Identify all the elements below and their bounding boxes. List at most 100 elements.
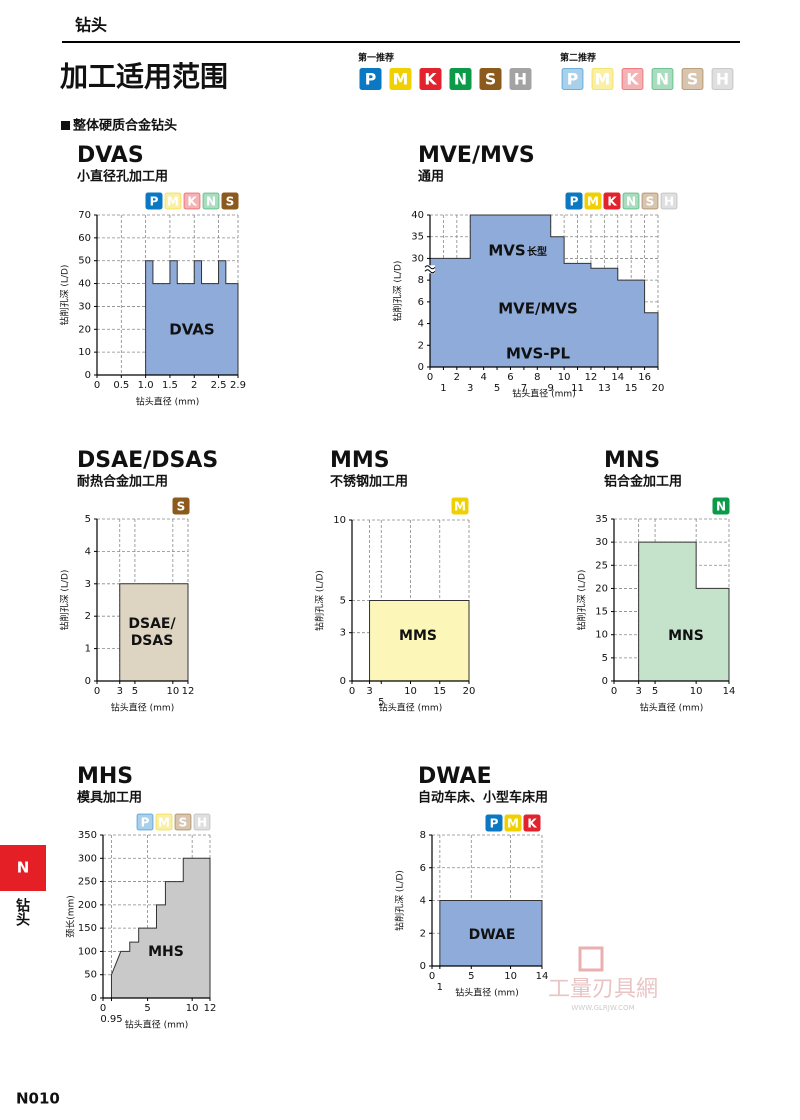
area-label: 长型 bbox=[527, 245, 547, 258]
y-tick-label: 30 bbox=[411, 253, 424, 264]
grade-letter: S bbox=[179, 816, 188, 830]
x-axis-label: 钻头直径 (mm) bbox=[379, 702, 442, 714]
y-tick-label: 10 bbox=[333, 515, 346, 526]
x-tick-label: 10 bbox=[504, 971, 517, 982]
x-tick-label: 15 bbox=[625, 383, 638, 394]
x-tick-label: 0 bbox=[429, 971, 435, 982]
y-tick-label: 0 bbox=[420, 961, 426, 972]
grade-badge bbox=[523, 814, 541, 832]
grade-badge bbox=[485, 814, 503, 832]
grade-letter: H bbox=[716, 70, 729, 89]
grade-badge bbox=[389, 68, 412, 90]
x-tick-label: 9 bbox=[548, 383, 554, 394]
grade-badge bbox=[711, 68, 734, 90]
subsection: 整体硬质合金钻头 bbox=[72, 118, 177, 134]
y-tick-label: 8 bbox=[420, 830, 426, 841]
grade-letter: M bbox=[587, 195, 599, 209]
x-tick-label: 10 bbox=[166, 686, 179, 697]
grade-letter: K bbox=[626, 70, 639, 89]
grade-badge bbox=[591, 68, 614, 90]
legend-label: 第二推荐 bbox=[560, 52, 596, 64]
chart-subtitle: 不锈钢加工用 bbox=[330, 474, 408, 490]
grade-badge bbox=[712, 497, 730, 515]
side-tab-letter: N bbox=[17, 859, 30, 877]
grade-badge bbox=[155, 813, 173, 831]
grade-letter: P bbox=[490, 817, 499, 831]
y-axis-label: 钻削孔深 (L/D) bbox=[314, 570, 326, 631]
y-tick-label: 25 bbox=[595, 560, 608, 571]
chart-subtitle: 铝合金加工用 bbox=[604, 474, 682, 490]
axis-break bbox=[424, 265, 436, 274]
grade-badge bbox=[449, 68, 472, 90]
side-tab bbox=[0, 845, 46, 891]
area-label: MVS-PL bbox=[506, 345, 571, 363]
grade-letter: K bbox=[424, 70, 437, 89]
x-tick-label: 5 bbox=[144, 1003, 150, 1014]
y-tick-label: 3 bbox=[85, 579, 91, 590]
grade-badge bbox=[509, 68, 532, 90]
area-label: DWAE bbox=[469, 927, 516, 943]
x-tick-label: 12 bbox=[182, 686, 195, 697]
grade-badge bbox=[202, 192, 220, 210]
x-tick-label: 8 bbox=[534, 372, 540, 383]
watermark-text: 工量刃具網 bbox=[548, 977, 658, 1002]
y-tick-label: 100 bbox=[78, 946, 97, 957]
y-tick-label: 0 bbox=[418, 362, 424, 373]
x-tick-label: 5 bbox=[652, 686, 658, 697]
watermark-logo bbox=[578, 946, 604, 972]
chart-subtitle: 通用 bbox=[418, 169, 444, 185]
range-area bbox=[429, 214, 659, 368]
grade-badge bbox=[565, 192, 583, 210]
x-tick-label: 0.5 bbox=[113, 380, 129, 391]
watermark-url: WWW.GLRJW.COM bbox=[571, 1004, 634, 1012]
x-tick-label: 20 bbox=[652, 383, 665, 394]
x-tick-label: 0.95 bbox=[100, 1014, 122, 1025]
grade-letter: S bbox=[485, 70, 496, 89]
x-tick-label: 5 bbox=[494, 383, 500, 394]
grade-letter: N bbox=[716, 500, 726, 514]
grade-letter: K bbox=[527, 817, 537, 831]
y-tick-label: 2 bbox=[420, 928, 426, 939]
y-axis-label: 钻削孔深 (L/D) bbox=[392, 261, 404, 322]
grade-badge bbox=[603, 192, 621, 210]
x-tick-label: 12 bbox=[585, 372, 598, 383]
x-tick-label: 16 bbox=[638, 372, 651, 383]
chart-subtitle: 小直径孔加工用 bbox=[77, 169, 168, 185]
y-tick-label: 4 bbox=[85, 546, 91, 557]
grade-badge bbox=[419, 68, 442, 90]
y-tick-label: 70 bbox=[78, 210, 91, 221]
x-tick-label: 3 bbox=[467, 383, 473, 394]
bullet bbox=[61, 121, 70, 130]
chart-title: MHS bbox=[77, 764, 133, 789]
grade-badge bbox=[136, 813, 154, 831]
x-tick-label: 4 bbox=[480, 372, 486, 383]
y-tick-label: 40 bbox=[411, 210, 424, 221]
page-number: N010 bbox=[16, 1090, 60, 1108]
x-tick-label: 5 bbox=[468, 971, 474, 982]
grade-badge bbox=[174, 813, 192, 831]
y-tick-label: 10 bbox=[595, 630, 608, 641]
chart-title: MNS bbox=[604, 448, 660, 473]
y-tick-label: 20 bbox=[595, 583, 608, 594]
grade-letter: M bbox=[158, 816, 170, 830]
y-tick-label: 6 bbox=[420, 863, 426, 874]
area-label: MVS bbox=[488, 242, 525, 260]
axis-break-gap bbox=[425, 265, 435, 274]
y-tick-label: 2 bbox=[418, 340, 424, 351]
grade-letter: H bbox=[197, 816, 207, 830]
y-tick-label: 0 bbox=[340, 676, 346, 687]
grade-badge bbox=[561, 68, 584, 90]
y-tick-label: 200 bbox=[78, 900, 97, 911]
x-tick-label: 2.5 bbox=[211, 380, 227, 391]
x-tick-label: 1.5 bbox=[162, 380, 178, 391]
x-tick-label: 0 bbox=[611, 686, 617, 697]
x-tick-label: 2.9 bbox=[230, 380, 246, 391]
grade-letter: K bbox=[187, 195, 197, 209]
x-tick-label: 12 bbox=[204, 1003, 217, 1014]
grade-letter: P bbox=[365, 70, 377, 89]
y-tick-label: 50 bbox=[78, 256, 91, 267]
chart-subtitle: 模具加工用 bbox=[77, 790, 142, 806]
x-tick-label: 5 bbox=[378, 697, 384, 708]
y-tick-label: 6 bbox=[418, 297, 424, 308]
grade-letter: H bbox=[514, 70, 527, 89]
